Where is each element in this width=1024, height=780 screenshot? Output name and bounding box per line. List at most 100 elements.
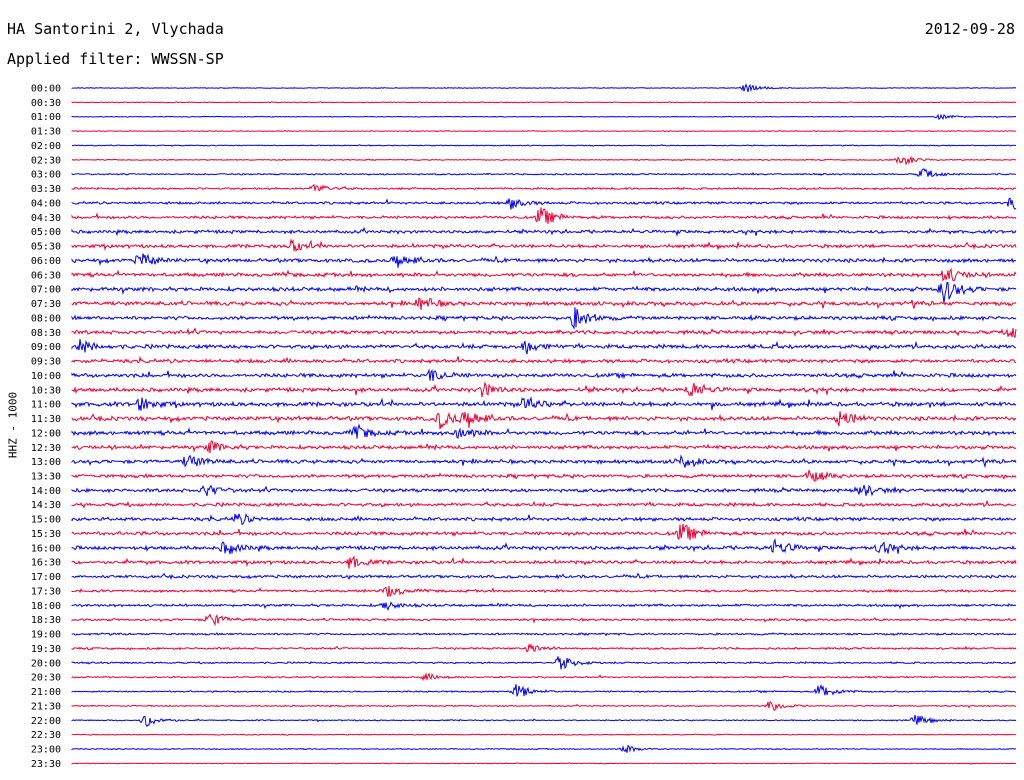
- seismogram-trace-1730: [71, 586, 1017, 598]
- seismogram-trace-0800: [71, 307, 1017, 330]
- row-time-label: 07:30: [31, 299, 61, 310]
- seismogram-trace-1230: [71, 440, 1017, 454]
- seismogram-trace-1930: [71, 642, 1017, 653]
- seismogram-trace-0000: [71, 82, 1017, 93]
- row-time-label: 00:30: [31, 98, 61, 109]
- row-time-label: 15:00: [31, 515, 61, 526]
- row-time-label: 09:30: [31, 357, 61, 368]
- seismogram-trace-1330: [71, 469, 1017, 483]
- row-time-label: 15:30: [31, 529, 61, 540]
- seismogram-trace-1100: [71, 396, 1017, 411]
- seismogram-trace-1630: [71, 555, 1017, 569]
- seismogram-trace-0130: [71, 129, 1017, 133]
- seismogram-trace-2200: [71, 714, 1017, 728]
- seismogram-trace-2000: [71, 656, 1017, 670]
- row-time-label: 08:00: [31, 313, 61, 324]
- seismogram-trace-0400: [71, 197, 1017, 210]
- seismogram-trace-2100: [71, 684, 1016, 697]
- row-time-label: 01:30: [31, 127, 61, 138]
- seismogram-trace-1300: [71, 454, 1017, 469]
- seismogram-trace-1130: [71, 411, 1017, 430]
- row-time-label: 17:00: [31, 572, 61, 583]
- station-title: HA Santorini 2, Vlychada: [7, 20, 224, 38]
- row-time-label: 01:00: [31, 112, 61, 123]
- seismogram-trace-2330: [71, 762, 1017, 765]
- seismogram-trace-0430: [71, 207, 1017, 224]
- seismogram-trace-0230: [71, 155, 1017, 166]
- seismogram-trace-0900: [71, 339, 1017, 355]
- date-label: 2012-09-28: [924, 20, 1015, 38]
- seismogram-trace-0030: [71, 101, 1017, 104]
- row-time-label: 03:00: [31, 170, 61, 181]
- row-time-label: 12:00: [31, 428, 61, 439]
- row-time-label: 22:00: [31, 716, 61, 727]
- row-time-label: 09:00: [31, 342, 61, 353]
- row-time-label: 00:00: [31, 84, 61, 95]
- row-time-label: 08:30: [31, 328, 61, 339]
- row-time-label: 10:30: [31, 385, 61, 396]
- row-time-label: 04:30: [31, 213, 61, 224]
- row-time-label: 05:30: [31, 242, 61, 253]
- seismogram-trace-1500: [71, 513, 1017, 526]
- seismogram-trace-2130: [71, 701, 1017, 711]
- row-time-label: 18:30: [31, 615, 61, 626]
- seismogram-trace-0300: [71, 168, 1016, 178]
- seismogram-trace-1000: [71, 368, 1017, 381]
- row-time-label: 19:00: [31, 630, 61, 641]
- row-time-label: 10:00: [31, 371, 61, 382]
- seismogram-trace-0930: [71, 355, 1017, 365]
- seismogram-trace-0630: [71, 267, 1017, 282]
- seismogram-trace-1200: [71, 423, 1017, 439]
- seismogram-trace-1830: [71, 613, 1017, 627]
- row-time-label: 11:30: [31, 414, 61, 425]
- row-time-label: 14:30: [31, 500, 61, 511]
- row-time-label: 23:30: [31, 759, 61, 770]
- seismogram-trace-1700: [71, 572, 1017, 581]
- seismogram-trace-2230: [71, 733, 1017, 736]
- seismogram-trace-2300: [71, 744, 1016, 753]
- row-time-label: 20:00: [31, 658, 61, 669]
- seismogram-trace-0100: [71, 113, 1017, 121]
- row-time-label: 05:00: [31, 227, 61, 238]
- seismogram-trace-0330: [71, 183, 1017, 192]
- row-time-label: 19:30: [31, 644, 61, 655]
- seismogram-trace-0700: [71, 281, 1017, 304]
- row-time-label: 02:30: [31, 155, 61, 166]
- seismogram-trace-1900: [71, 632, 1017, 637]
- row-time-label: 23:00: [31, 745, 61, 756]
- seismogram-trace-0600: [71, 253, 1017, 268]
- row-time-label: 22:30: [31, 730, 61, 741]
- seismogram-trace-0530: [71, 238, 1017, 253]
- row-time-label: 16:30: [31, 558, 61, 569]
- row-time-label: 16:00: [31, 543, 61, 554]
- seismogram-trace-0830: [71, 327, 1017, 339]
- seismogram-trace-2030: [71, 672, 1017, 682]
- row-time-label: 21:30: [31, 701, 61, 712]
- seismogram-trace-1530: [71, 523, 1017, 541]
- row-time-label: 11:00: [31, 400, 61, 411]
- seismogram-trace-1800: [71, 601, 1017, 611]
- seismogram-trace-1030: [71, 381, 1017, 397]
- row-time-label: 21:00: [31, 687, 61, 698]
- row-time-label: 03:30: [31, 184, 61, 195]
- row-time-label: 04:00: [31, 198, 61, 209]
- row-time-label: 20:30: [31, 673, 61, 684]
- row-time-label: 14:00: [31, 486, 61, 497]
- seismogram-trace-1430: [71, 499, 1017, 509]
- row-time-label: 18:00: [31, 601, 61, 612]
- row-time-label: 17:30: [31, 586, 61, 597]
- row-time-label: 06:00: [31, 256, 61, 267]
- row-time-label: 13:30: [31, 471, 61, 482]
- seismogram-trace-0200: [71, 144, 1017, 147]
- row-time-label: 02:00: [31, 141, 61, 152]
- filter-label: Applied filter: WWSSN-SP: [7, 50, 224, 68]
- row-time-label: 12:30: [31, 443, 61, 454]
- seismogram-trace-1400: [71, 484, 1017, 497]
- seismogram-trace-0500: [71, 226, 1017, 237]
- row-time-label: 13:00: [31, 457, 61, 468]
- row-time-label: 06:30: [31, 270, 61, 281]
- seismogram-trace-0730: [71, 297, 1017, 310]
- seismogram-trace-1600: [71, 538, 1017, 555]
- row-time-label: 07:00: [31, 285, 61, 296]
